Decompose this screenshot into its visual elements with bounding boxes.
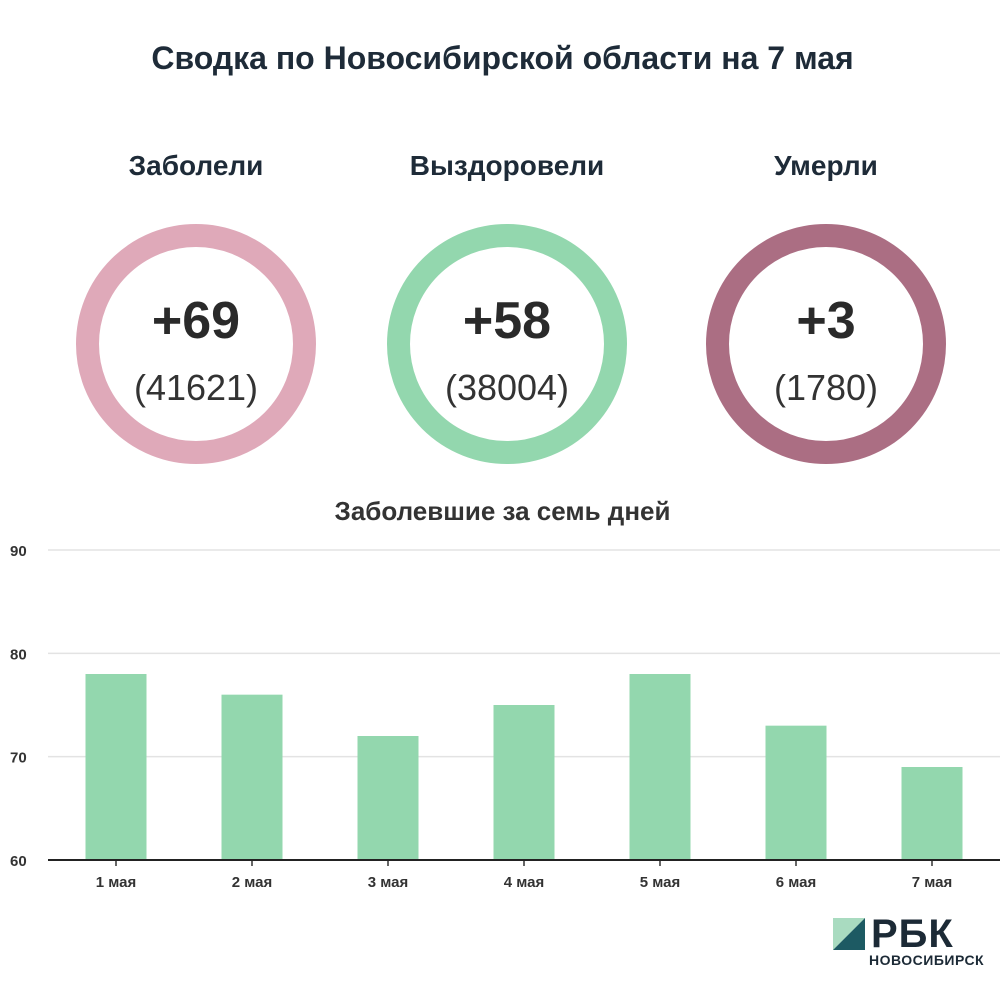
x-tick-label-7: 7 мая [912,874,953,891]
bar-1 [85,674,147,860]
x-tick-label-2: 2 мая [232,874,273,891]
x-tick-label-1: 1 мая [96,874,137,891]
stat-deaths-ring: +3 (1780) [706,224,946,464]
stat-deaths-total: (1780) [773,367,879,408]
chart-title: Заболевшие за семь дней [334,496,671,526]
bar-5 [629,674,691,860]
bar-6 [765,725,827,860]
x-tick-label-4: 4 мая [504,874,545,891]
x-tick-label-5: 5 мая [640,874,681,891]
bar-3 [357,736,419,860]
stat-deaths-delta: +3 [796,292,856,350]
stat-recovered-label: Выздоровели [409,150,605,181]
stat-recovered: Выздоровели +58 (38004) [357,150,657,464]
x-tick-label-6: 6 мая [776,874,817,891]
rbc-logo-text: РБК [871,912,954,956]
y-tick-label-90: 90 [10,543,27,560]
page-title: Сводка по Новосибирской области на 7 мая [151,40,854,76]
y-tick-label-70: 70 [10,750,27,767]
stat-deaths: Умерли +3 (1780) [676,150,976,464]
stat-infected-label: Заболели [128,150,264,181]
stat-recovered-ring: +58 (38004) [387,224,627,464]
y-tick-label-60: 60 [10,853,27,870]
bar-2 [221,694,283,860]
bar-chart: 60 70 80 90 1 мая 2 мая 3 мая 4 мая 5 мая 6 мая 7 … [10,543,1000,891]
stat-recovered-delta: +58 [462,292,552,350]
stat-infected-ring: +69 (41621) [76,224,316,464]
bar-4 [493,705,555,860]
stat-deaths-label: Умерли [774,150,878,181]
stat-infected-delta: +69 [151,292,241,350]
stat-infected: Заболели +69 (41621) [46,150,346,464]
stat-recovered-total: (38004) [444,367,570,408]
stat-infected-total: (41621) [133,367,259,408]
rbc-logo: РБК НОВОСИБИРСК [833,912,998,972]
bar-7 [901,767,963,860]
x-tick-label-3: 3 мая [368,874,409,891]
rbc-logo-subtitle: НОВОСИБИРСК [869,952,985,968]
rbc-logo-icon [833,918,865,950]
y-tick-label-80: 80 [10,646,27,663]
